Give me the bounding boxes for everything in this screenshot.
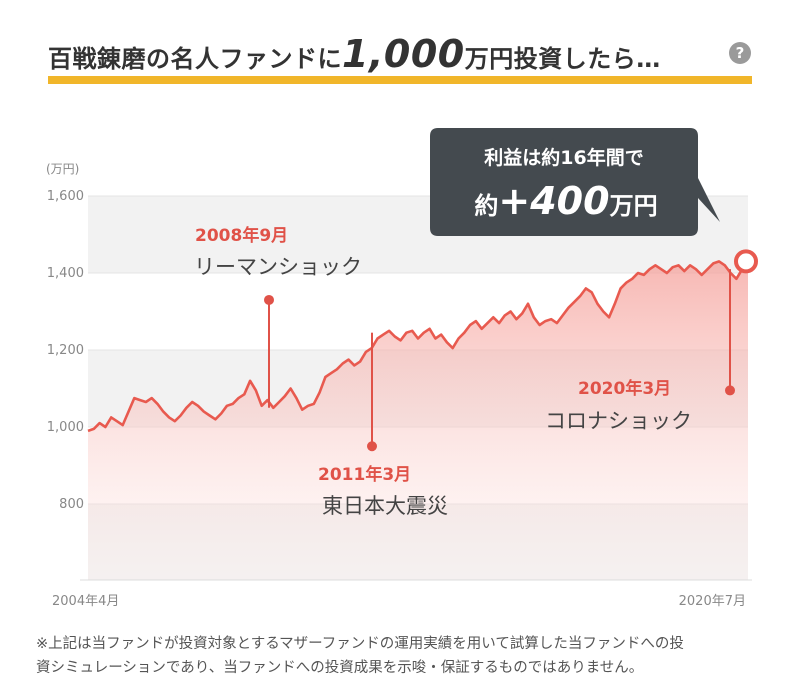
callout-line-2: 約+400万円 [474,179,657,223]
title-pre: 百戦錬磨の名人ファンドに [48,45,342,73]
footnote-line-2: 資シミュレーションであり、当ファンドへの投資成果を示唆・保証するものではありませ… [36,660,644,676]
callout-amount: +400 [498,179,609,223]
event-name: リーマンショック [194,255,362,279]
event-name: コロナショック [545,409,692,433]
page-title: 百戦錬磨の名人ファンドに1,000万円投資したら… [48,32,661,76]
event-date: 2011年3月 [318,464,411,485]
callout-box [430,128,720,236]
title-underline [48,76,752,84]
event-dot [264,294,274,305]
footnote-line-1: ※上記は当ファンドが投資対象とするマザーファンドの運用実績を用いて試算した当ファ… [36,636,684,652]
event-date: 2008年9月 [195,225,288,246]
y-tick-label: 1,600 [47,189,84,204]
event-dot [725,385,735,396]
x-tick-label-start: 2004年4月 [52,594,119,609]
event-date: 2020年3月 [578,378,671,399]
y-tick-label: 800 [59,497,84,512]
title-amount: 1,000 [342,32,465,76]
event-dot [367,441,377,452]
title-post: 万円投資したら… [464,45,661,73]
y-tick-label: 1,400 [47,266,84,281]
callout-prefix: 約 [474,192,498,220]
question-icon[interactable]: ? [729,42,751,64]
title-area: 百戦錬磨の名人ファンドに1,000万円投資したら… ? [48,24,752,86]
chart: 800 1,000 1,200 1,400 1,600 (万円) 2004年4月 2020年7… [46,128,758,609]
footnote: ※上記は当ファンドが投資対象とするマザーファンドの運用実績を用いて試算した当ファ… [36,632,771,680]
y-tick-label: 1,200 [47,343,84,358]
event-name: 東日本大震災 [322,494,448,518]
callout-line-1: 利益は約16年間で [484,146,643,169]
callout-unit: 万円 [610,192,658,220]
series-line [87,260,750,433]
y-unit-label: (万円) [46,162,79,176]
y-tick-label: 1,000 [47,420,84,435]
x-tick-label-end: 2020年7月 [679,594,746,609]
series-area [88,261,748,580]
end-value-marker [734,249,758,274]
